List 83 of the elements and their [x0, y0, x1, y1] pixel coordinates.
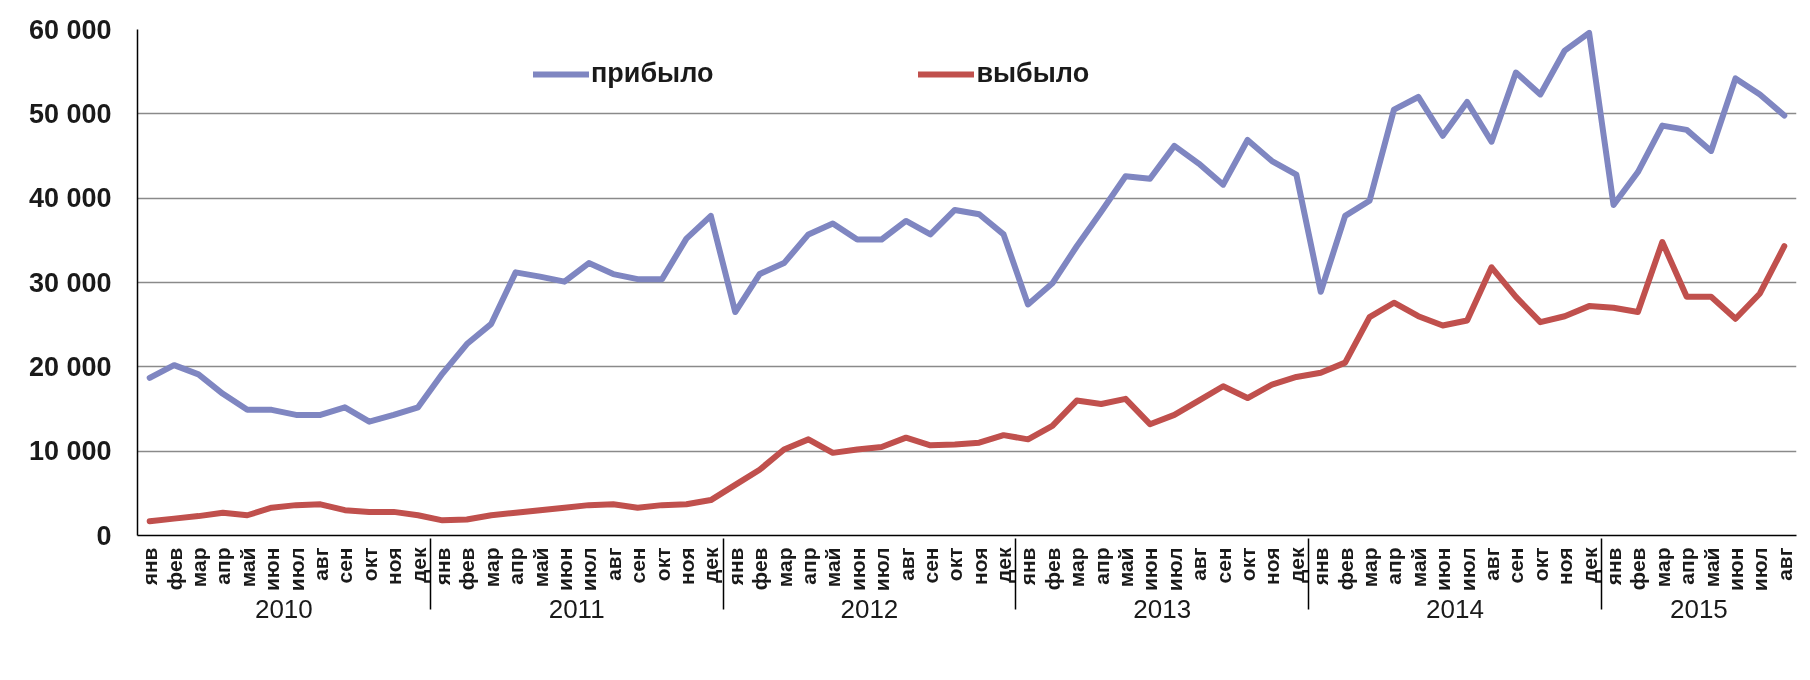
category-label: сен	[626, 547, 650, 584]
category-label: авг	[308, 547, 332, 581]
category-label: мар	[186, 547, 210, 588]
category-label: дек	[1577, 547, 1601, 584]
category-label: ноя	[674, 547, 698, 585]
category-label: фев	[1333, 547, 1357, 591]
category-label: 2010	[254, 594, 313, 625]
category-label: июл	[1748, 547, 1772, 592]
category-label: июн	[1724, 547, 1748, 592]
category-label: май	[821, 547, 845, 588]
category-label: апр	[504, 547, 528, 585]
category-label: 2015	[1669, 594, 1728, 625]
category-label: авг	[1187, 547, 1211, 581]
y-tick-label: 0	[96, 520, 112, 551]
category-label: фев	[162, 547, 186, 591]
category-label: апр	[1089, 547, 1113, 585]
category-label: фев	[455, 547, 479, 591]
category-label: май	[235, 547, 259, 588]
category-label: сен	[1504, 547, 1528, 584]
category-label: июн	[552, 547, 576, 592]
category-label: янв	[1016, 547, 1040, 586]
y-tick-label: 40 000	[28, 183, 112, 214]
y-tick-label: 30 000	[28, 267, 112, 298]
category-label: апр	[1675, 547, 1699, 585]
category-label: апр	[211, 547, 235, 585]
category-label: дек	[992, 547, 1016, 584]
category-label: окт	[357, 547, 381, 582]
category-label: июл	[1162, 547, 1186, 592]
category-label: июн	[1431, 547, 1455, 592]
category-label: дек	[1284, 547, 1308, 584]
category-label: ноя	[382, 547, 406, 585]
category-label: май	[1699, 547, 1723, 588]
category-label: ноя	[1553, 547, 1577, 585]
category-label: окт	[943, 547, 967, 582]
category-label: май	[528, 547, 552, 588]
category-label: окт	[1528, 547, 1552, 582]
category-label: авг	[601, 547, 625, 581]
category-label: мар	[479, 547, 503, 588]
category-label: янв	[430, 547, 454, 586]
y-tick-label: 20 000	[28, 351, 112, 382]
category-label: сен	[1211, 547, 1235, 584]
legend-label: прибыло	[591, 58, 714, 89]
category-label: апр	[796, 547, 820, 585]
category-label: 2013	[1133, 594, 1192, 625]
category-label: авг	[1772, 547, 1796, 581]
category-label: июл	[284, 547, 308, 592]
category-label: янв	[138, 547, 162, 586]
category-label: июл	[1455, 547, 1479, 592]
category-label: янв	[723, 547, 747, 586]
category-label: июн	[1138, 547, 1162, 592]
category-label: авг	[1480, 547, 1504, 581]
category-label: 2012	[840, 594, 899, 625]
category-label: апр	[1382, 547, 1406, 585]
category-label: июл	[577, 547, 601, 592]
category-label: мар	[772, 547, 796, 588]
category-label: 2014	[1426, 594, 1484, 625]
y-tick-label: 10 000	[28, 436, 112, 467]
category-label: май	[1114, 547, 1138, 588]
category-label: фев	[1040, 547, 1064, 591]
y-tick-label: 60 000	[28, 14, 112, 45]
category-label: июл	[870, 547, 894, 592]
legend-label: выбыло	[976, 58, 1090, 89]
category-label: 2011	[548, 594, 605, 625]
category-label: фев	[1626, 547, 1650, 591]
category-label: июн	[845, 547, 869, 592]
category-label: дек	[406, 547, 430, 584]
category-label: сен	[333, 547, 357, 584]
category-label: май	[1406, 547, 1430, 588]
category-label: мар	[1358, 547, 1382, 588]
category-label: окт	[650, 547, 674, 582]
category-label: мар	[1065, 547, 1089, 588]
y-tick-label: 50 000	[28, 98, 112, 129]
category-label: янв	[1602, 547, 1626, 586]
category-label: ноя	[1260, 547, 1284, 585]
category-label: мар	[1650, 547, 1674, 588]
category-label: сен	[918, 547, 942, 584]
category-label: авг	[894, 547, 918, 581]
category-label: дек	[699, 547, 723, 584]
category-label: янв	[1309, 547, 1333, 586]
category-label: окт	[1236, 547, 1260, 582]
category-label: июн	[260, 547, 284, 592]
category-label: ноя	[967, 547, 991, 585]
category-label: фев	[748, 547, 772, 591]
